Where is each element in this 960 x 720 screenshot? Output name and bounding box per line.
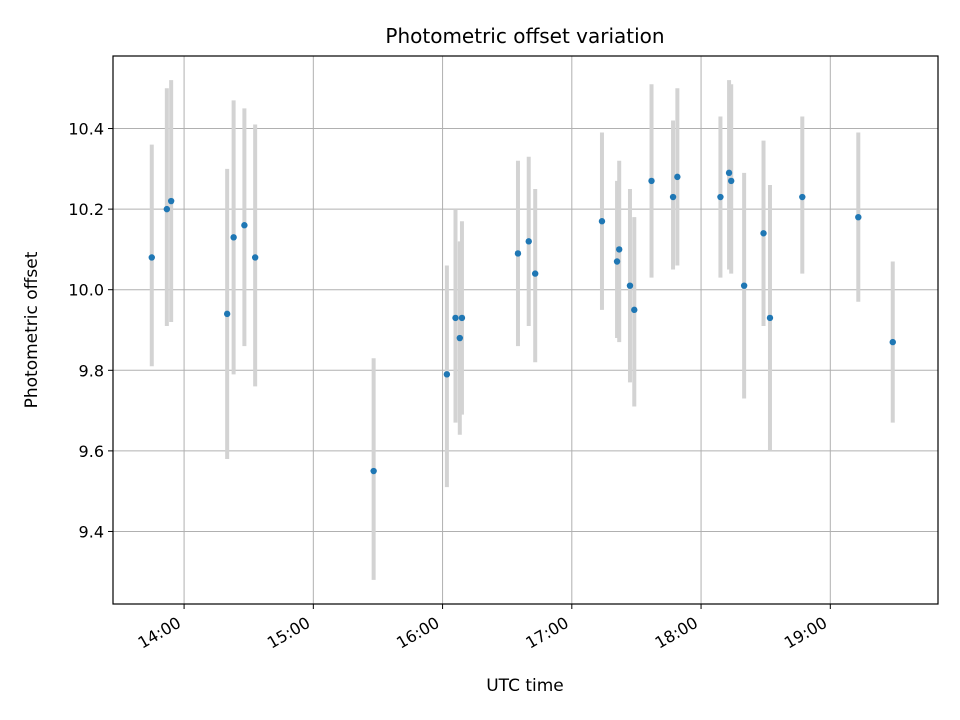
data-point — [766, 314, 774, 322]
data-point — [452, 314, 459, 322]
data-point — [616, 246, 623, 253]
data-point — [230, 234, 237, 241]
data-point — [626, 282, 634, 289]
data-point — [648, 177, 655, 185]
data-points — [148, 169, 896, 475]
data-point — [443, 371, 451, 378]
data-point — [631, 306, 638, 314]
data-point — [525, 238, 532, 245]
chart-title: Photometric offset variation — [385, 24, 664, 48]
data-point — [799, 193, 806, 201]
data-point — [163, 205, 171, 213]
data-point — [674, 173, 681, 181]
data-point — [669, 193, 677, 201]
data-point — [456, 334, 464, 342]
y-axis-label: Photometric offset — [22, 251, 42, 408]
data-point — [370, 467, 377, 475]
data-point — [613, 258, 621, 265]
x-axis-label: UTC time — [486, 676, 564, 696]
grid — [113, 56, 938, 604]
y-tick-label: 9.8 — [79, 361, 104, 380]
data-point — [514, 250, 522, 257]
data-point — [728, 177, 735, 185]
data-point — [725, 169, 733, 177]
data-point — [531, 270, 539, 277]
y-axis: 9.4 9.6 9.8 10.0 10.2 10.4 — [68, 120, 113, 541]
data-point — [241, 222, 248, 229]
y-tick-label: 9.4 — [79, 522, 104, 541]
data-point — [760, 230, 767, 237]
data-point — [717, 193, 724, 201]
y-tick-label: 9.6 — [79, 442, 104, 461]
data-point — [889, 338, 896, 346]
data-point — [251, 254, 259, 261]
data-point — [598, 218, 606, 225]
y-tick-label: 10.0 — [68, 281, 104, 300]
data-point — [740, 282, 748, 289]
data-point — [167, 197, 175, 205]
data-point — [223, 310, 231, 318]
data-point — [148, 254, 155, 261]
y-tick-label: 10.2 — [68, 200, 104, 219]
plot-frame — [112, 55, 939, 605]
y-tick-label: 10.4 — [68, 120, 104, 139]
data-point — [855, 213, 862, 221]
data-point — [458, 314, 466, 322]
